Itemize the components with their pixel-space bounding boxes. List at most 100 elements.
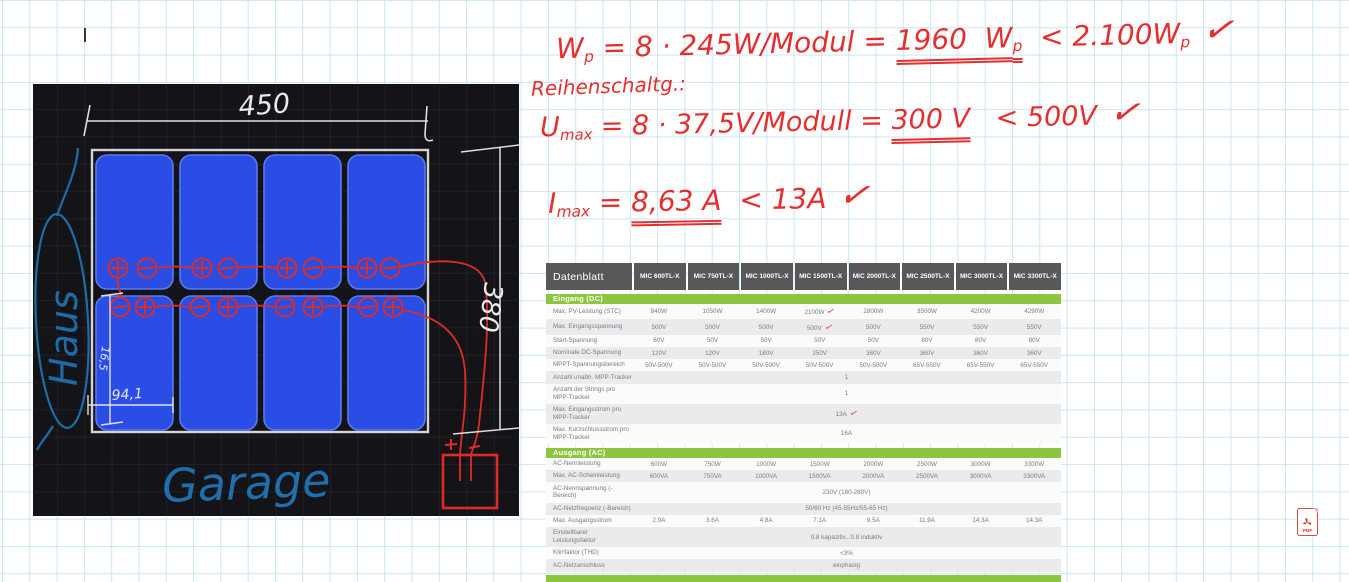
row-label: Max. Eingangsstrom pro MPP-Tracker: [553, 405, 622, 421]
value-cell: 250V: [812, 349, 828, 357]
row-label: Start-Spannung: [553, 336, 598, 344]
table-row: Nominale DC-Spannung 120V 120V 180V 250V 360V…: [546, 346, 1061, 360]
value-cell: 500V: [758, 323, 774, 331]
row-label: Max. Kurzschlussstrom pro MPP-Tracker: [553, 426, 629, 441]
spanned-value-cell: 230V (180-280V): [822, 488, 871, 496]
row-label: Einstellbarer Leistungsfaktor: [553, 529, 596, 545]
value-cell: 500V: [705, 323, 720, 331]
spanned-value-cell: 1: [844, 374, 849, 382]
value-cell: 2500VA: [915, 472, 938, 480]
table-row: Start-Spannung 60V 50V 50V 50V 50V 80V 80V 80V: [546, 334, 1061, 347]
string-wiring-ink: [107, 257, 499, 510]
table-row: AC-Netzfrequenz (-Bereich) 50/60 Hz (45-5…: [546, 502, 1061, 515]
row-label: Anzahl der Strings pro MPP-Tracker: [553, 385, 616, 401]
table-row: Anzahl unabh. MPP-Tracker 1: [546, 371, 1061, 384]
table-row: AC-Netzanschluss einphasig: [546, 559, 1061, 572]
value-cell: 14.3A: [972, 517, 989, 525]
check-mark: ✓: [834, 172, 882, 218]
model-column-header: MIC 1000TL-X: [741, 263, 793, 290]
value-cell: 1500VA: [808, 472, 831, 480]
model-column-header: MIC 750TL-X: [687, 263, 740, 290]
text-cursor: [84, 28, 86, 42]
dimension-width-line: [83, 104, 434, 142]
dimension-width-label: 450: [238, 88, 292, 123]
row-label: Max. PV-Leistung (STC): [553, 307, 621, 315]
pdf-attachment-icon[interactable]: PDF: [1297, 508, 1318, 536]
pdf-label: PDF: [1303, 527, 1312, 533]
table-row: Max. Kurzschlussstrom pro MPP-Tracker 16A: [546, 423, 1061, 444]
formula-segment: =: [589, 185, 632, 220]
row-label: MPPT-Spannungsbereich: [553, 361, 625, 369]
value-cell: 120V: [705, 349, 720, 357]
row-label: AC-Netzfrequenz (-Bereich): [553, 504, 631, 512]
value-cell: 50V-500V: [752, 361, 780, 369]
value-cell: 50V-500V: [805, 361, 834, 369]
spanned-value-cell: 50/60 Hz (45-55Hz/55-65 Hz): [805, 505, 888, 513]
value-cell: 750VA: [703, 472, 722, 480]
row-label: Max. AC-Scheinleistung: [553, 472, 620, 480]
inverter-plus-mark: [444, 439, 458, 450]
value-cell: 2000VA: [862, 472, 885, 480]
value-cell: 50V: [814, 337, 826, 345]
datasheet-table[interactable]: Datenblatt MIC 600TL-X MIC 750TL-X MIC 100…: [546, 263, 1061, 582]
formula-segment: < 13A: [721, 181, 827, 217]
value-cell: 840W: [650, 308, 668, 316]
value-cell: 360V: [973, 349, 988, 357]
module-height-label: 16,5: [96, 346, 112, 372]
formula-segment: max: [556, 202, 591, 221]
pv-roof-sketch[interactable]: 450: [33, 84, 519, 516]
formula-segment: W: [555, 31, 585, 66]
value-cell: 2800W: [863, 308, 884, 316]
value-cell: 500V: [865, 323, 881, 331]
spanned-value-cell: 1: [844, 390, 849, 398]
value-cell: 120V: [651, 349, 667, 357]
value-cell: 65V-550V: [966, 361, 995, 369]
table-row: Einstellbarer Leistungsfaktor 0.8 kapazit…: [546, 527, 1061, 548]
value-cell: 360V: [1026, 349, 1042, 357]
formula-segment: < 500V: [969, 100, 1098, 135]
formula-segment: Reihenschaltg.:: [530, 71, 687, 101]
check-mark: ✓: [825, 305, 837, 317]
model-column-header: MIC 2500TL-X: [902, 263, 954, 290]
module-width-label: 94,1: [111, 386, 143, 404]
module-dimension-lines: [87, 292, 174, 426]
value-cell: 3000W: [970, 460, 991, 468]
row-label: AC-Nennleistung: [553, 460, 601, 468]
array-frame: [90, 148, 430, 434]
table-row: Max. Eingangsstrom pro MPP-Tracker 13A✓: [546, 403, 1061, 424]
pv-modules: [95, 154, 426, 431]
formula-peak-power: Wp = 8 · 245W/Modul = 1960 Wp < 2.100Wp ✓: [555, 7, 1245, 68]
formula-series-heading: Reihenschaltg.:: [531, 71, 687, 100]
value-cell: 50V-500V: [698, 361, 727, 369]
check-mark: ✓: [1105, 90, 1150, 135]
value-cell: 80V: [921, 337, 933, 345]
table-row: AC-Nennspannung (-Bereich) 230V (180-280V…: [546, 482, 1061, 503]
formula-max-current: Imax = 8,63 A < 13A ✓: [548, 172, 881, 227]
value-cell: 50V: [706, 337, 719, 345]
value-cell: 65V-550V: [1020, 361, 1049, 369]
table-row: Max. Ausgangsstrom 2.9A 3.6A 4.8A 7.1A 9.5A 11…: [546, 514, 1061, 527]
value-cell: 2500W: [916, 460, 937, 468]
check-mark: ✓: [848, 407, 860, 419]
value-cell: 9.5A: [866, 517, 880, 525]
value-cell: 500V: [651, 323, 667, 331]
value-cell: 2100W✓: [804, 305, 837, 317]
value-cell: 550V: [1026, 323, 1042, 331]
model-column-header: MIC 2000TL-X: [848, 263, 901, 290]
check-mark: ✓: [823, 321, 835, 332]
spanned-value-cell: einphasig: [833, 561, 860, 569]
formula-segment: 300 V: [891, 103, 971, 144]
table-row: Max. Eingangsspannung 500V 500V 500V 500V✓ 50…: [546, 319, 1061, 335]
dimension-height-label: 380: [472, 281, 508, 334]
table-row: AC-Nennleistung 600W 750W 1000W 1500W 2000W 25…: [546, 457, 1061, 471]
spanned-value-cell: 13A✓: [835, 407, 860, 419]
value-cell: 500V✓: [807, 321, 835, 332]
value-cell: 4200W: [970, 308, 991, 316]
value-cell: 600W: [650, 460, 668, 468]
row-label: AC-Netzanschluss: [553, 561, 605, 569]
formula-segment: U: [539, 111, 561, 144]
value-cell: 3300W: [1024, 460, 1045, 468]
table-row: Anzahl der Strings pro MPP-Tracker 1: [546, 383, 1061, 404]
spanned-value-cell: <3%: [840, 549, 853, 557]
